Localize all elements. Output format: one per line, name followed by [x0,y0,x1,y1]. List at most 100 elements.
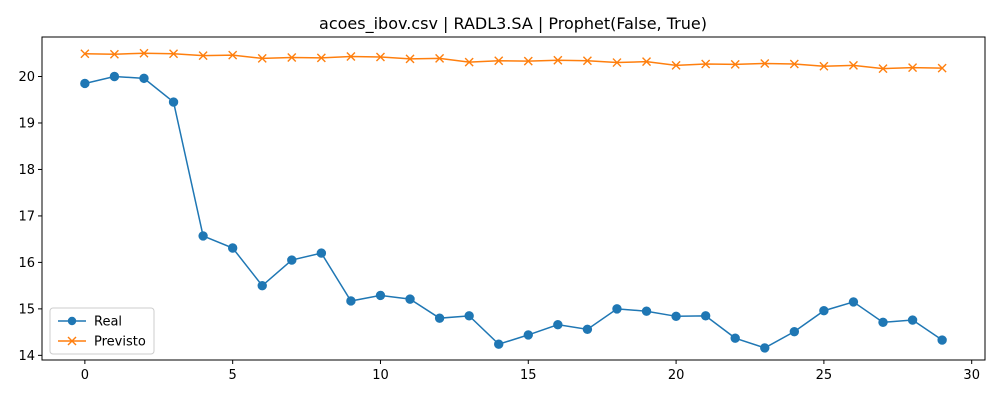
marker-stroke [139,48,149,58]
marker-stroke [405,54,415,64]
x-tick-label: 0 [81,368,89,383]
data-point [109,71,120,82]
x-tick-label: 10 [372,368,389,383]
data-point [287,52,297,62]
data-point [730,59,740,69]
legend-label: Previsto [94,335,146,350]
data-point [730,333,740,343]
axes: 0 5 10 15 20 25 30 14 15 16 17 18 19 20 [18,70,980,383]
data-point [760,58,770,68]
data-point [109,49,119,59]
marker-stroke [346,52,356,62]
data-point [198,51,208,61]
data-point [346,52,356,62]
data-point [671,60,681,70]
data-point [908,63,918,73]
legend-label: Real [94,315,122,330]
data-point [553,55,563,65]
y-tick-label: 17 [18,209,35,224]
y-tick-label: 18 [18,163,35,178]
data-point [434,313,445,323]
series-line [84,52,943,70]
data-point [257,53,267,63]
data-point [789,326,800,337]
data-point [464,311,474,321]
data-point [819,61,829,71]
marker-stroke [642,57,652,67]
marker-stroke [257,53,267,63]
data-point [316,248,327,258]
x-tick-label: 15 [520,368,537,383]
data-point [848,297,859,307]
marker-stroke [760,58,770,68]
legend: Real Previsto [49,307,155,355]
data-point [435,53,445,63]
marker-stroke [494,56,504,66]
data-point [523,330,533,340]
data-point [464,57,474,67]
marker-stroke [789,59,799,69]
marker-stroke [848,60,858,70]
chart-title: acoes_ibov.csv | RADL3.SA | Prophet(Fals… [319,14,707,34]
x-tick-label: 5 [229,368,237,383]
x-tick-label: 30 [963,368,980,383]
data-point [937,335,947,345]
marker-stroke [198,51,208,61]
marker-stroke [375,52,385,62]
data-point [878,317,888,328]
data-point [789,59,799,69]
marker-stroke [671,60,681,70]
data-point [139,48,149,58]
data-point [375,52,385,62]
data-point [198,231,208,241]
marker-stroke [80,49,90,59]
y-tick-label: 16 [18,256,35,271]
marker-stroke [464,57,474,67]
data-point [494,56,504,66]
marker-stroke [169,49,179,59]
data-point [819,306,829,316]
marker-stroke [435,53,445,63]
marker-stroke [228,50,238,60]
data-point [582,56,592,66]
data-point [168,97,179,107]
data-point [257,280,267,291]
data-point [405,294,415,304]
data-point [848,60,858,70]
series-real [80,71,947,353]
data-point [612,304,622,314]
marker-stroke [582,56,592,66]
data-point [523,56,533,66]
data-point [494,339,504,349]
data-point [760,343,770,353]
series-previsto [80,48,947,74]
x-tick-label: 25 [816,368,833,383]
series-line [84,75,943,349]
plot-frame [41,36,986,361]
x-tick-label: 20 [668,368,685,383]
data-point [612,58,622,68]
plot-area [41,36,986,361]
data-point [671,311,681,322]
y-tick-label: 14 [18,349,35,364]
marker-stroke [287,52,297,62]
data-point [287,255,297,265]
data-point [169,49,179,59]
data-point [80,49,90,59]
data-point [227,243,238,253]
data-point [316,53,326,63]
marker-stroke [109,49,119,59]
y-tick-label: 15 [18,302,35,317]
legend-item: Real [58,315,122,330]
data-point [346,296,356,306]
marker-stroke [612,58,622,68]
data-point [641,306,652,316]
series-layer [80,48,947,353]
data-point [907,315,918,325]
legend-item: Previsto [58,335,146,350]
data-point [642,57,652,67]
y-tick-label: 20 [18,70,35,85]
legend-box [49,307,155,355]
marker-stroke [553,55,563,65]
data-point [937,63,947,73]
